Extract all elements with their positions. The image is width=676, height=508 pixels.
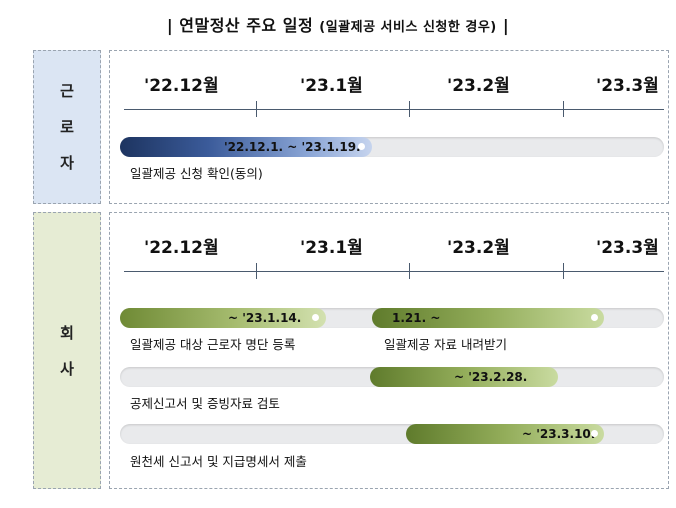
worker-char-2: 로 [60, 118, 74, 136]
task-bar-review: ~ '23.2.28. [370, 367, 558, 387]
worker-side-label: 근 로 자 [33, 50, 101, 204]
month-label-mar: '23.3월 [596, 238, 659, 258]
bar-end-dot [312, 314, 319, 321]
month-label-jan: '23.1월 [300, 238, 363, 258]
worker-char-1: 근 [60, 82, 74, 100]
company-timeline-panel: '22.12월 '23.1월 '23.2월 '23.3월 ~ '23.1.14.… [109, 212, 669, 489]
month-label-feb: '23.2월 [447, 76, 510, 96]
company-char-1: 회 [60, 323, 74, 342]
axis-tick [256, 101, 257, 117]
timeline-axis [124, 271, 664, 272]
task-bar-register-list: ~ '23.1.14. [120, 308, 326, 328]
title-subtitle: (일괄제공 서비스 신청한 경우) [319, 20, 497, 35]
page-title: | 연말정산 주요 일정 (일괄제공 서비스 신청한 경우) | [0, 12, 676, 36]
axis-tick [256, 263, 257, 279]
axis-tick [409, 101, 410, 117]
axis-tick [563, 101, 564, 117]
task-bar-submit: ~ '23.3.10. [406, 424, 604, 444]
bar-end-dot [358, 143, 365, 150]
task-bar-download: 1.21. ~ [372, 308, 604, 328]
month-label-mar: '23.3월 [596, 76, 659, 96]
task-bar-text: ~ '23.1.14. [228, 311, 302, 325]
worker-timeline-panel: '22.12월 '23.1월 '23.2월 '23.3월 '22.12.1. ~… [109, 50, 669, 204]
axis-tick [563, 263, 564, 279]
timeline-axis [124, 109, 664, 110]
task-label-download: 일괄제공 자료 내려받기 [384, 337, 507, 352]
task-bar-text: ~ '23.3.10. [522, 427, 596, 441]
task-label-register-list: 일괄제공 대상 근로자 명단 등록 [130, 337, 296, 352]
task-bar-text: '22.12.1. ~ '23.1.19. [224, 140, 361, 154]
month-label-jan: '23.1월 [300, 76, 363, 96]
month-label-dec: '22.12월 [144, 76, 219, 96]
title-main: | 연말정산 주요 일정 [166, 16, 314, 35]
worker-char-3: 자 [60, 154, 74, 172]
task-label-submit: 원천세 신고서 및 지급명세서 제출 [130, 454, 307, 469]
task-label-consent: 일괄제공 신청 확인(동의) [130, 166, 263, 181]
task-bar-text: 1.21. ~ [392, 311, 441, 325]
title-end-bar: | [502, 16, 510, 35]
bar-end-dot [591, 430, 598, 437]
task-label-review: 공제신고서 및 증빙자료 검토 [130, 396, 280, 411]
axis-tick [409, 263, 410, 279]
company-side-label: 회 사 [33, 212, 101, 489]
task-bar-consent: '22.12.1. ~ '23.1.19. [120, 137, 372, 157]
bar-end-dot [591, 314, 598, 321]
company-char-2: 사 [60, 359, 74, 378]
task-bar-text: ~ '23.2.28. [454, 370, 528, 384]
month-label-dec: '22.12월 [144, 238, 219, 258]
month-label-feb: '23.2월 [447, 238, 510, 258]
